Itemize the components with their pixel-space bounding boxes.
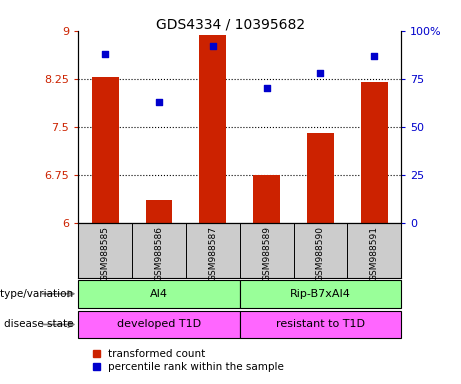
Text: GSM988590: GSM988590 (316, 225, 325, 280)
Bar (146, 200, 172, 223)
Bar (92, 77, 118, 223)
Point (371, 53, 378, 59)
Point (263, 85, 270, 91)
Bar (78, 280, 240, 308)
Point (209, 43, 217, 49)
Text: genotype/variation: genotype/variation (0, 289, 74, 299)
Bar (78, 311, 240, 338)
Text: GDS4334 / 10395682: GDS4334 / 10395682 (156, 17, 305, 31)
Text: GSM988586: GSM988586 (154, 225, 164, 280)
Text: resistant to T1D: resistant to T1D (276, 319, 365, 329)
Text: disease state: disease state (4, 319, 74, 329)
Text: GSM988591: GSM988591 (370, 225, 378, 280)
Text: GSM988587: GSM988587 (208, 225, 217, 280)
Point (155, 99, 163, 105)
Point (101, 51, 109, 57)
Bar (240, 311, 401, 338)
Text: GSM988585: GSM988585 (101, 225, 110, 280)
Bar (361, 82, 388, 223)
Text: Rip-B7xAI4: Rip-B7xAI4 (290, 289, 351, 299)
Text: AI4: AI4 (150, 289, 168, 299)
Point (317, 70, 324, 76)
Text: GSM988589: GSM988589 (262, 225, 271, 280)
Text: developed T1D: developed T1D (117, 319, 201, 329)
Bar (307, 133, 334, 223)
Legend: transformed count, percentile rank within the sample: transformed count, percentile rank withi… (93, 349, 284, 372)
Bar (199, 35, 226, 223)
Bar (253, 175, 280, 223)
Bar (240, 280, 401, 308)
